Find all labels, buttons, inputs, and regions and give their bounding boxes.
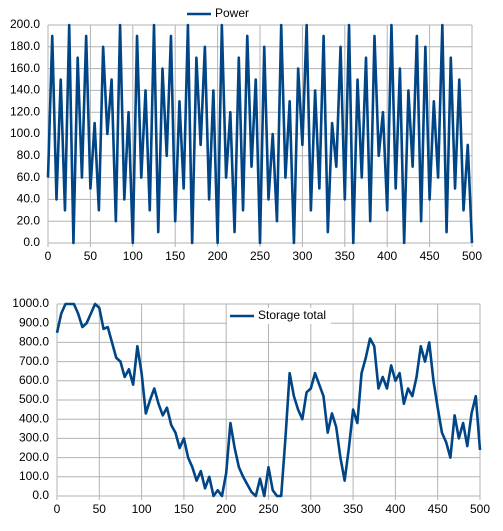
y-tick-label: 20.0 xyxy=(17,213,41,227)
x-tick-label: 500 xyxy=(462,249,482,263)
x-tick-label: 250 xyxy=(258,502,278,516)
x-tick-label: 100 xyxy=(132,502,152,516)
y-tick-label: 80.0 xyxy=(17,148,41,162)
legend: Power xyxy=(184,6,255,22)
y-tick-label: 160.0 xyxy=(10,61,40,75)
y-tick-label: 200.0 xyxy=(19,450,49,464)
x-tick-label: 300 xyxy=(301,502,321,516)
y-tick-label: 400.0 xyxy=(19,411,49,425)
y-tick-label: 600.0 xyxy=(19,373,49,387)
y-tick-label: 700.0 xyxy=(19,354,49,368)
y-tick-label: 100.0 xyxy=(19,469,49,483)
series-line xyxy=(55,302,482,498)
legend-label: Storage total xyxy=(258,308,326,322)
x-tick-label: 50 xyxy=(84,249,98,263)
y-tick-label: 300.0 xyxy=(19,431,49,445)
y-tick-label: 800.0 xyxy=(19,335,49,349)
y-tick-label: 140.0 xyxy=(10,83,40,97)
x-tick-label: 0 xyxy=(45,249,52,263)
x-tick-label: 200 xyxy=(216,502,236,516)
legend-background xyxy=(227,308,332,324)
legend-background xyxy=(184,6,255,22)
x-tick-label: 450 xyxy=(420,249,440,263)
y-tick-label: 900.0 xyxy=(19,315,49,329)
chart: 0.0 20.0 40.0 60.0 80.0 100.0 120.0 140.0 160.0 1… xyxy=(10,6,482,263)
x-tick-label: 200 xyxy=(208,249,228,263)
x-tick-label: 350 xyxy=(335,249,355,263)
y-tick-label: 0.0 xyxy=(23,235,40,249)
x-tick-label: 400 xyxy=(377,249,397,263)
legend-label: Power xyxy=(215,6,249,20)
chart: 0.0 100.0 200.0 300.0 400.0 500.0 600.0 700.0 80… xyxy=(12,296,490,516)
x-tick-label: 300 xyxy=(292,249,312,263)
y-tick-label: 40.0 xyxy=(17,192,41,206)
x-tick-label: 250 xyxy=(250,249,270,263)
y-tick-label: 0.0 xyxy=(32,488,49,502)
y-tick-label: 500.0 xyxy=(19,392,49,406)
x-tick-label: 100 xyxy=(123,249,143,263)
x-tick-label: 500 xyxy=(470,502,490,516)
x-tick-label: 0 xyxy=(54,502,61,516)
y-tick-label: 200.0 xyxy=(10,17,40,31)
x-tick-label: 400 xyxy=(385,502,405,516)
x-tick-label: 150 xyxy=(165,249,185,263)
y-tick-label: 180.0 xyxy=(10,39,40,53)
y-tick-label: 60.0 xyxy=(17,170,41,184)
x-tick-label: 450 xyxy=(428,502,448,516)
x-tick-label: 150 xyxy=(174,502,194,516)
legend: Storage total xyxy=(227,308,332,324)
series-line xyxy=(46,23,474,245)
y-tick-label: 1000.0 xyxy=(12,296,49,310)
y-tick-label: 100.0 xyxy=(10,126,40,140)
x-tick-label: 350 xyxy=(343,502,363,516)
y-tick-label: 120.0 xyxy=(10,104,40,118)
x-tick-label: 50 xyxy=(93,502,107,516)
